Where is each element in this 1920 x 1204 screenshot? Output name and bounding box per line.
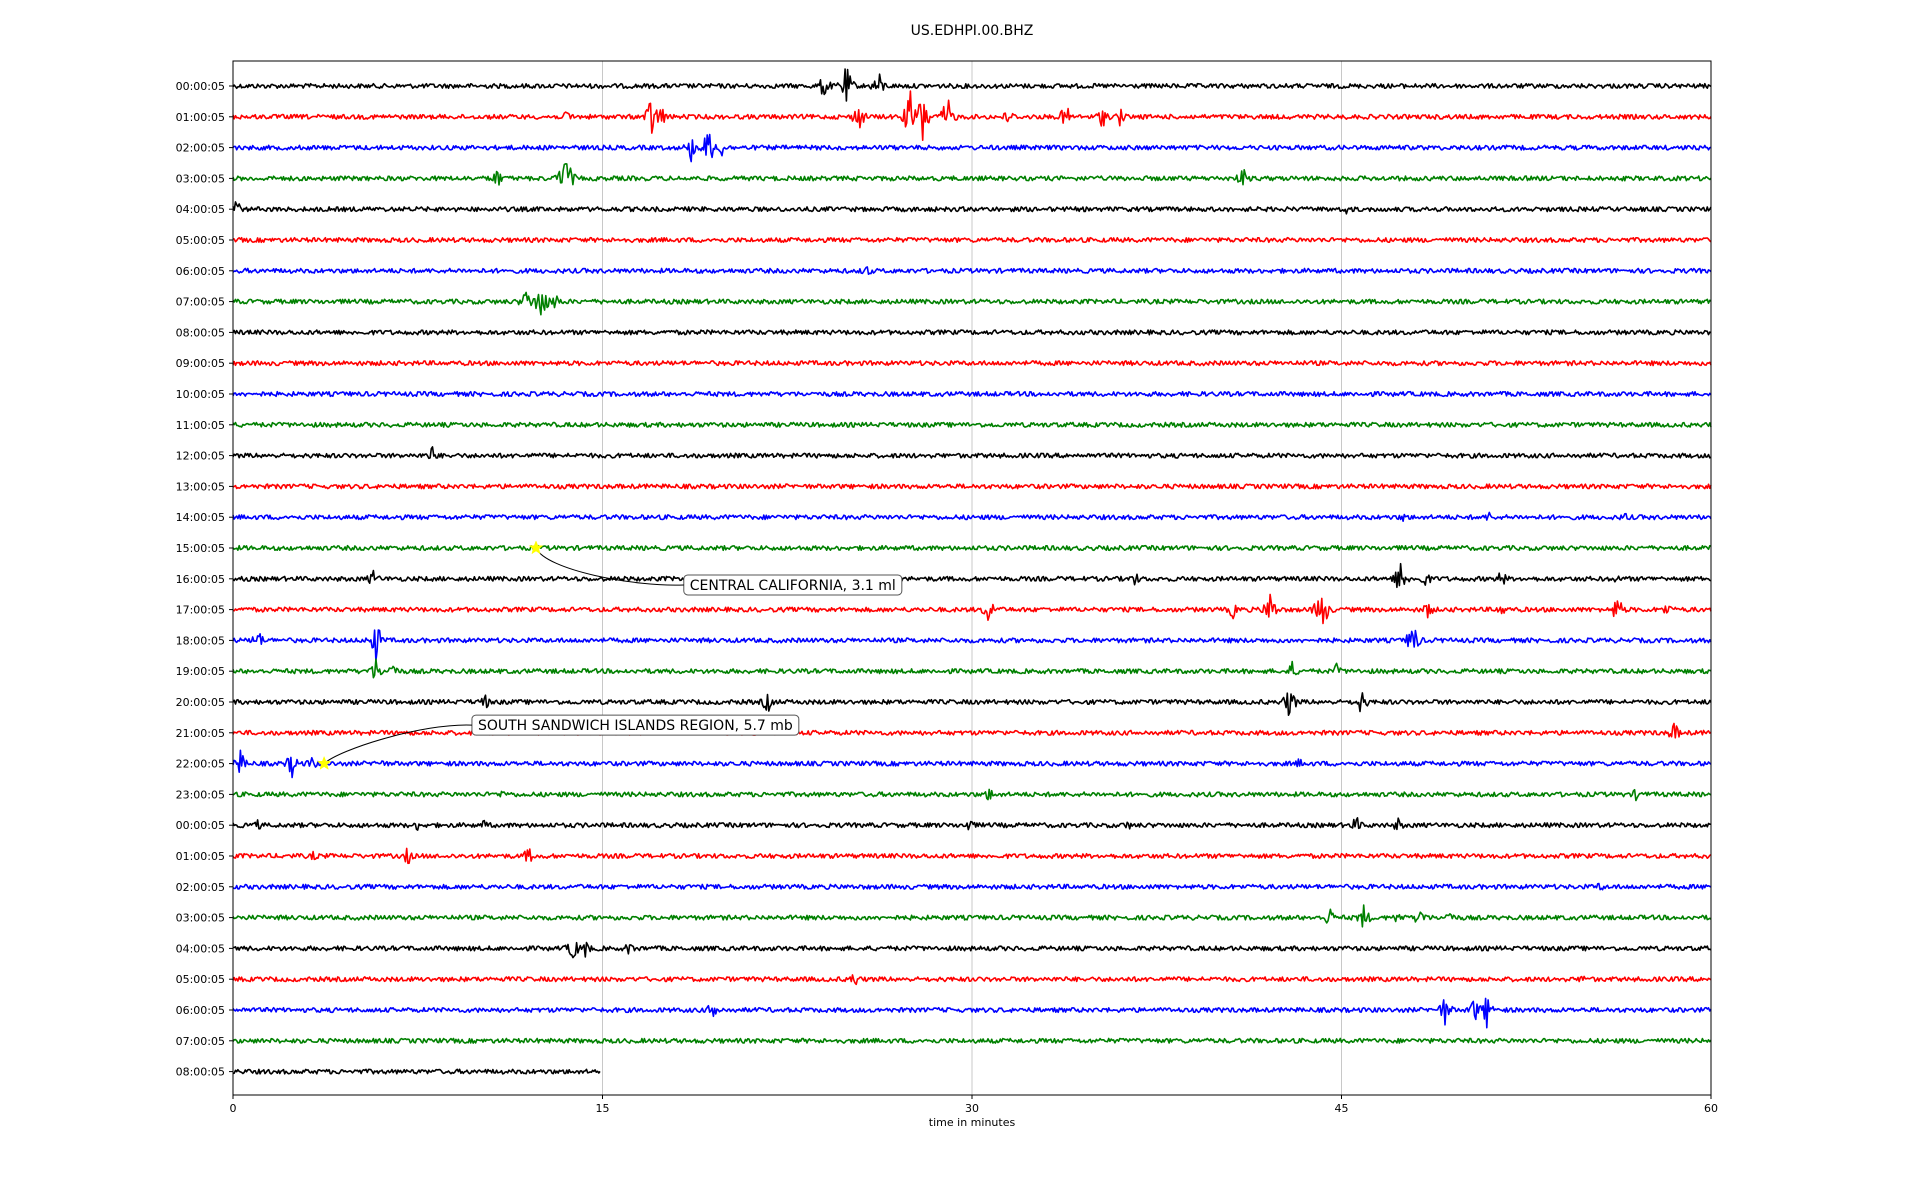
seismic-trace	[232, 236, 1712, 244]
row-time-label: 22:00:05	[176, 758, 225, 771]
trace-group	[232, 68, 1712, 1075]
seismic-trace	[232, 749, 1712, 779]
seismic-trace	[232, 446, 1712, 460]
row-time-label: 09:00:05	[176, 357, 225, 370]
event-label: SOUTH SANDWICH ISLANDS REGION, 5.7 mb	[478, 718, 793, 734]
seismic-trace	[232, 941, 1712, 959]
seismic-trace	[232, 692, 1712, 716]
row-time-label: 17:00:05	[176, 604, 225, 617]
row-time-label: 18:00:05	[176, 634, 225, 647]
seismic-trace	[232, 974, 1712, 986]
row-time-label: 23:00:05	[176, 788, 225, 801]
row-time-label: 16:00:05	[176, 573, 225, 586]
row-time-label: 07:00:05	[176, 1035, 225, 1048]
row-time-label: 08:00:05	[176, 326, 225, 339]
row-time-label: 11:00:05	[176, 419, 225, 432]
seismic-trace	[232, 658, 1712, 679]
seismic-trace	[232, 544, 1712, 552]
seismic-trace	[232, 163, 1712, 186]
row-time-label: 20:00:05	[176, 696, 225, 709]
seismic-trace	[232, 1037, 1712, 1044]
seismic-trace	[232, 266, 1712, 275]
row-time-label: 10:00:05	[176, 388, 225, 401]
row-time-label: 02:00:05	[176, 881, 225, 894]
event-label: CENTRAL CALIFORNIA, 3.1 ml	[690, 578, 896, 594]
seismic-trace	[232, 291, 1712, 316]
chart-title: US.EDHPI.00.BHZ	[911, 23, 1034, 39]
seismic-trace	[232, 201, 1712, 215]
x-tick-label: 15	[596, 1102, 610, 1115]
row-time-label: 01:00:05	[176, 850, 225, 863]
seismic-trace	[232, 511, 1712, 522]
x-tick-label: 0	[230, 1102, 237, 1115]
seismic-trace	[232, 483, 1712, 490]
seismic-trace	[232, 68, 1712, 102]
x-tick-label: 60	[1704, 1102, 1718, 1115]
row-time-label: 12:00:05	[176, 450, 225, 463]
event-star-marker	[316, 755, 332, 770]
row-time-label: 04:00:05	[176, 942, 225, 955]
row-time-label: 13:00:05	[176, 480, 225, 493]
seismic-trace	[232, 904, 1712, 928]
seismic-trace	[232, 629, 1712, 662]
seismic-trace	[232, 390, 1712, 398]
x-axis-ticks: 0 15 30 45 60	[230, 1095, 1718, 1115]
seismic-trace	[232, 421, 1712, 428]
seismic-trace	[232, 817, 1711, 831]
row-time-label: 08:00:05	[176, 1066, 225, 1079]
seismic-trace	[232, 1068, 601, 1075]
seismic-trace	[232, 593, 1712, 625]
x-tick-label: 30	[965, 1102, 979, 1115]
seismic-trace	[232, 360, 1712, 367]
event-annotations: CENTRAL CALIFORNIA, 3.1 ml SOUTH SANDWICH…	[316, 540, 903, 770]
row-time-label: 14:00:05	[176, 511, 225, 524]
row-time-label: 06:00:05	[176, 1004, 225, 1017]
row-time-label: 21:00:05	[176, 727, 225, 740]
event-connector	[535, 547, 684, 586]
seismic-trace	[232, 562, 1712, 589]
row-time-label: 19:00:05	[176, 665, 225, 678]
row-time-label: 00:00:05	[176, 819, 225, 832]
row-time-labels: 00:00:05 01:00:05 02:00:05 03:00:05 04:00:05…	[176, 80, 233, 1079]
row-time-label: 03:00:05	[176, 912, 225, 925]
x-tick-label: 45	[1335, 1102, 1349, 1115]
seismic-trace	[232, 329, 1712, 336]
seismic-trace	[232, 133, 1712, 163]
row-time-label: 02:00:05	[176, 142, 225, 155]
row-time-label: 05:00:05	[176, 234, 225, 247]
seismic-trace	[232, 788, 1712, 802]
row-time-label: 01:00:05	[176, 111, 225, 124]
seismic-trace	[232, 997, 1712, 1029]
row-time-label: 15:00:05	[176, 542, 225, 555]
row-time-label: 04:00:05	[176, 203, 225, 216]
row-time-label: 05:00:05	[176, 973, 225, 986]
event-annotation: CENTRAL CALIFORNIA, 3.1 ml	[528, 540, 903, 596]
row-time-label: 07:00:05	[176, 296, 225, 309]
row-time-label: 06:00:05	[176, 265, 225, 278]
event-connector	[323, 724, 472, 764]
row-time-label: 03:00:05	[176, 172, 225, 185]
x-axis-title: time in minutes	[929, 1116, 1016, 1129]
row-time-label: 00:00:05	[176, 80, 225, 93]
event-annotation: SOUTH SANDWICH ISLANDS REGION, 5.7 mb	[316, 714, 800, 770]
seismic-trace	[232, 847, 1712, 865]
seismic-trace	[232, 882, 1712, 891]
event-star-marker	[528, 540, 544, 555]
seismic-trace	[232, 90, 1712, 141]
